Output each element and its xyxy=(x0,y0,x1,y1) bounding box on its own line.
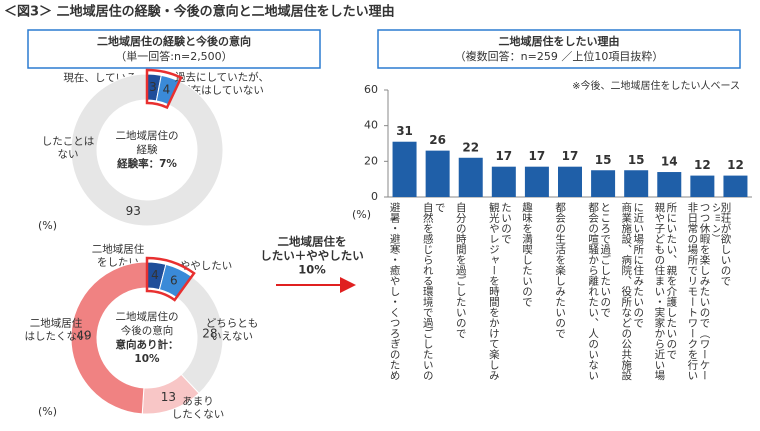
y-tick-label: 40 xyxy=(364,119,378,132)
center-text: 二地域居住の xyxy=(116,129,179,142)
segment-value: 49 xyxy=(76,329,91,343)
y-tick-label: 20 xyxy=(364,154,378,167)
bar-value: 31 xyxy=(396,124,413,138)
bar xyxy=(657,172,682,197)
segment-label: 二地域居住をしたい xyxy=(92,243,145,269)
bar-value: 17 xyxy=(562,149,579,163)
x-tick-label: 自分の時間を過ごしたいので xyxy=(454,202,467,339)
x-tick-label: 避暑・避寒・癒やし・くつろぎのため xyxy=(388,202,401,381)
x-tick-label: 別荘が欲しいので xyxy=(719,202,732,286)
x-tick-label: 自然を感じられる環境で過ごしたいので xyxy=(421,202,446,381)
bar xyxy=(723,175,748,197)
right-title: 二地域居住をしたい理由 xyxy=(499,34,620,48)
bar-value: 22 xyxy=(462,140,479,154)
center-text: 二地域居住の xyxy=(116,310,179,323)
bar xyxy=(392,141,417,197)
y-tick-label: 0 xyxy=(371,190,378,203)
segment-label: 過去にしていたが、現在はしていない xyxy=(175,71,269,97)
center-note: 経験率：7% xyxy=(117,157,177,170)
x-tick-label: 親や子どもの住まい・実家から近い場所にいたい、親を介護したいので xyxy=(653,202,678,381)
segment-value: 4 xyxy=(151,268,159,282)
x-label-box: 都会の喧騒から離れたい、人のいないところで過ごしたいので xyxy=(587,202,612,381)
arrow-label: したい＋ややしたい xyxy=(260,249,364,263)
x-tick-label: 都会の生活を楽しみたいので xyxy=(554,202,567,339)
bar xyxy=(690,175,715,197)
x-tick-label: 趣味を満喫したいので xyxy=(520,202,533,307)
segment-value: 4 xyxy=(163,83,171,97)
x-tick-label: 観光やレジャーを時間をかけて楽しみたいので xyxy=(487,202,512,381)
y-tick-label: 60 xyxy=(364,83,378,96)
segment-label: あまりしたくない xyxy=(172,396,225,421)
x-label-box: 親や子どもの住まい・実家から近い場所にいたい、親を介護したいので xyxy=(653,202,678,381)
highlight-outline xyxy=(145,256,196,302)
arrow-label: 10% xyxy=(298,263,326,277)
segment-value: 13 xyxy=(161,390,176,404)
center-note: 10% xyxy=(134,353,160,365)
bar-value: 17 xyxy=(529,149,546,163)
bar-value: 26 xyxy=(429,133,446,147)
x-label-box: 趣味を満喫したいので xyxy=(520,202,533,307)
right-subtitle: （複数回答：n=259 ／上位10項目抜粋） xyxy=(455,49,664,63)
bar-value: 14 xyxy=(661,155,678,169)
bar xyxy=(425,150,450,197)
bar-value: 17 xyxy=(495,149,512,163)
left-title: 二地域居住の経験と今後の意向 xyxy=(97,34,251,48)
x-label-box: 自分の時間を過ごしたいので xyxy=(454,202,467,339)
bar-value: 12 xyxy=(727,158,744,172)
donut-segment xyxy=(70,261,148,415)
segment-label: ややしたい xyxy=(180,260,233,272)
x-tick-label: 商業施設、病院、役所などの公共施設に近い場所に住みたいので xyxy=(620,202,645,381)
segment-value: 28 xyxy=(202,327,217,341)
left-subtitle: （単一回答:n=2,500） xyxy=(115,49,232,63)
x-label-box: 商業施設、病院、役所などの公共施設に近い場所に住みたいので xyxy=(620,202,645,381)
bar-value: 15 xyxy=(595,153,612,167)
center-text: 経験 xyxy=(137,143,158,156)
bar xyxy=(524,166,549,197)
bar xyxy=(458,157,483,197)
arrow-label: 二地域居住を xyxy=(278,235,347,249)
x-tick-label: 都会の喧騒から離れたい、人のいないところで過ごしたいので xyxy=(587,202,612,381)
bar xyxy=(624,170,649,197)
bar-value: 12 xyxy=(694,158,711,172)
right-header-box xyxy=(377,29,741,69)
segment-value: 3 xyxy=(149,80,157,94)
x-label-box: 観光やレジャーを時間をかけて楽しみたいので xyxy=(487,202,512,381)
segment-label: どちらともいえない xyxy=(206,318,259,343)
left-header-box xyxy=(27,29,321,69)
unit-label: (%) xyxy=(38,405,57,418)
x-tick-label: 非日常の場所でリモートワークを行いつつ休暇を楽しみたいので（ワーケーション） xyxy=(686,202,721,381)
center-note: 意向あり計： xyxy=(116,338,179,351)
unit-label: (%) xyxy=(38,219,57,232)
figure-title: ＜図3＞ 二地域居住の経験・今後の意向と二地域居住をしたい理由 xyxy=(4,4,395,20)
x-label-box: 別荘が欲しいので xyxy=(719,202,732,286)
segment-value: 6 xyxy=(170,273,178,287)
donut-segment xyxy=(70,73,224,227)
x-label-box: 都会の生活を楽しみたいので xyxy=(554,202,567,339)
x-label-box: 非日常の場所でリモートワークを行いつつ休暇を楽しみたいので（ワーケーション） xyxy=(686,202,721,381)
segment-label: 二地域居住はしたくない xyxy=(25,317,88,343)
chart-note: ※今後、二地域居住をしたい人ベース xyxy=(572,79,740,92)
bar-value: 15 xyxy=(628,153,645,167)
center-text: 今後の意向 xyxy=(121,324,174,337)
x-label-box: 自然を感じられる環境で過ごしたいので xyxy=(421,202,446,381)
segment-value: 93 xyxy=(126,204,141,218)
bar xyxy=(591,170,616,197)
segment-label: したことはない xyxy=(42,136,95,161)
unit-label: (%) xyxy=(352,208,371,221)
bar xyxy=(558,166,582,197)
highlight-outline xyxy=(145,68,183,110)
bar xyxy=(491,166,516,197)
x-label-box: 避暑・避寒・癒やし・くつろぎのため xyxy=(388,202,401,381)
